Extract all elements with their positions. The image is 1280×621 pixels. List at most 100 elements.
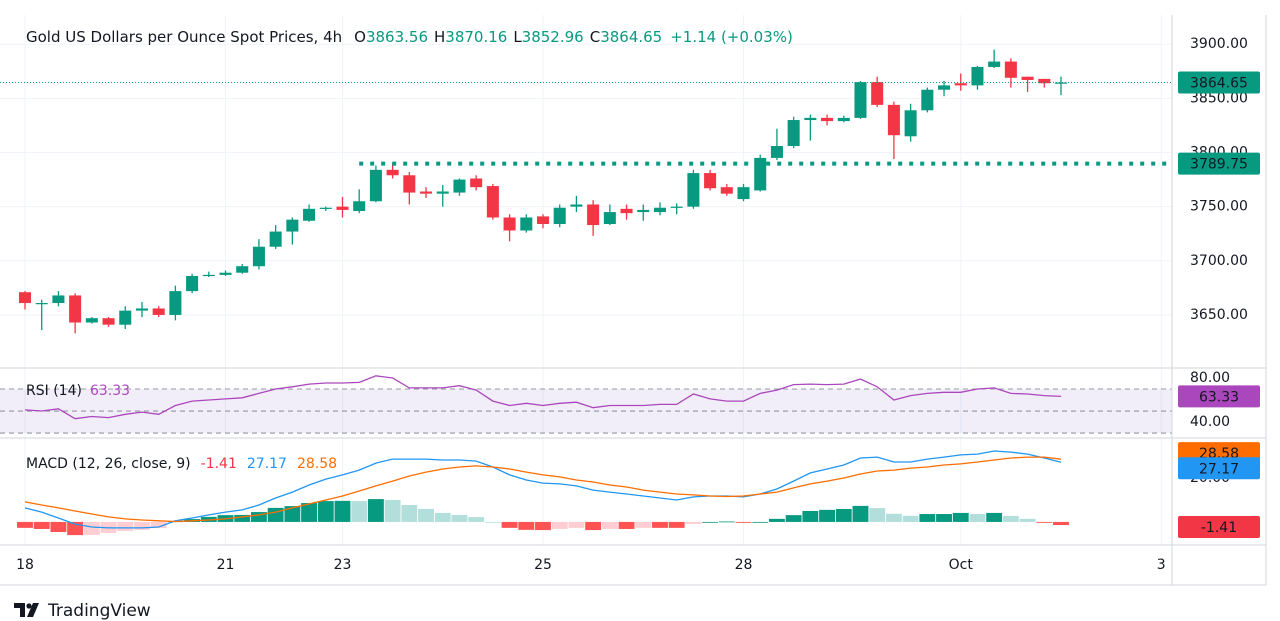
histogram-bar [735, 521, 752, 523]
candle-body [620, 208, 633, 214]
y-tick-label: 3750.00 [1190, 199, 1248, 215]
signal-value: 28.58 [297, 456, 337, 472]
ohlc-label: H [434, 28, 445, 46]
candle-body [18, 292, 32, 304]
candle-body [202, 274, 215, 277]
histogram-bar [902, 515, 919, 522]
candle-body [236, 266, 249, 273]
candle-body [653, 207, 666, 213]
candle-body [102, 318, 115, 325]
ohlc-label: C [590, 28, 600, 46]
histogram-bar [134, 521, 150, 530]
candle-body [269, 231, 282, 247]
ohlc-value: 3863.56 [366, 28, 428, 46]
ohlc-value: 3852.96 [522, 28, 584, 46]
candle-body [85, 318, 98, 323]
histogram-bar [952, 512, 969, 522]
histogram-bar [718, 521, 735, 523]
histogram-bar [367, 499, 384, 522]
candle-body [938, 85, 951, 90]
histogram-bar [785, 515, 802, 522]
histogram-bar [384, 499, 401, 522]
candle-body [971, 66, 984, 86]
ohlc-value: 3864.65 [600, 28, 662, 46]
marks [0, 49, 1172, 536]
candle-body [637, 209, 650, 213]
histogram-bar [768, 518, 785, 522]
histogram-bar [351, 501, 368, 522]
logo-dot [26, 603, 32, 609]
x-tick-label: Oct [949, 557, 974, 573]
candle-body [303, 208, 316, 221]
histogram-value-label: -1.41 [1201, 520, 1237, 536]
macd-title: MACD (12, 26, close, 9) [26, 456, 191, 472]
logo-mark [14, 603, 39, 617]
histogram-bar [835, 508, 852, 522]
rsi-header: RSI (14) 63.33 [26, 383, 130, 399]
candle-body [169, 291, 182, 315]
candle-body [854, 82, 867, 118]
rsi-value: 63.33 [90, 383, 130, 399]
candle-body [503, 217, 516, 231]
histogram-bar [317, 501, 334, 522]
histogram-bar [585, 521, 602, 531]
candle-body [319, 207, 332, 209]
histogram-bar [568, 521, 585, 528]
macd-header: MACD (12, 26, close, 9) -1.41 27.17 28.58 [26, 456, 337, 472]
candle-body [470, 178, 483, 188]
candle-body [52, 295, 65, 304]
candle-body [954, 83, 967, 86]
histogram-bar [702, 521, 719, 523]
histogram-bar [484, 521, 501, 523]
labels: 18 21 23 25 28 Oct 33650.003700.003750.003800.… [16, 36, 1260, 573]
macd-value-label: 27.17 [1199, 461, 1239, 477]
histogram-bar [986, 512, 1003, 522]
x-tick-label: 18 [16, 557, 34, 573]
histogram-bar [468, 517, 485, 522]
y-tick-label: 3850.00 [1190, 90, 1248, 106]
rsi-value-label-box [1178, 385, 1260, 408]
grid [0, 15, 1172, 545]
macd-value: 27.17 [247, 456, 287, 472]
histogram-bar [451, 514, 468, 522]
histogram-bar [668, 521, 685, 528]
histogram-bar [117, 521, 134, 531]
x-tick-label: 28 [735, 557, 753, 573]
histogram-bar [501, 521, 518, 528]
title: Gold US Dollars per Ounce Spot Prices, 4… [26, 28, 342, 46]
candle-body [1004, 61, 1017, 78]
candle-body [186, 275, 199, 292]
candle-body [119, 310, 132, 325]
rsi-title: RSI (14) [26, 383, 82, 399]
macd-line [24, 450, 1062, 529]
candle-body [520, 217, 533, 231]
candle-body [670, 206, 683, 208]
candle-body [770, 146, 783, 158]
histogram-bar [234, 514, 251, 522]
candle-body [871, 82, 884, 105]
histogram-bar [869, 508, 886, 522]
histogram-bar [601, 521, 618, 529]
candle-body [252, 246, 265, 267]
y-tick-label: 80.00 [1190, 370, 1230, 386]
candle-body [603, 212, 616, 224]
candle-body [754, 157, 767, 191]
histogram-value-label-box [1178, 516, 1260, 539]
histogram-bar [936, 514, 952, 522]
histogram-bar [267, 507, 284, 522]
candle-body [821, 117, 834, 122]
y-tick-label: 40.00 [1190, 414, 1230, 430]
x-tick-label: 21 [217, 557, 235, 573]
histogram-bar [250, 512, 267, 522]
level-label: 3789.75 [1190, 157, 1248, 173]
candle-body [135, 308, 148, 311]
candle-body [1054, 82, 1068, 84]
change: +1.14 (+0.03%) [670, 28, 793, 46]
histogram-bar [635, 521, 652, 528]
candle-body [453, 179, 466, 193]
histogram-bar [618, 521, 635, 529]
histogram-bar [685, 521, 702, 524]
y-tick-label: 3700.00 [1190, 253, 1248, 269]
histogram-bar [518, 521, 535, 530]
candle-body [152, 308, 165, 315]
